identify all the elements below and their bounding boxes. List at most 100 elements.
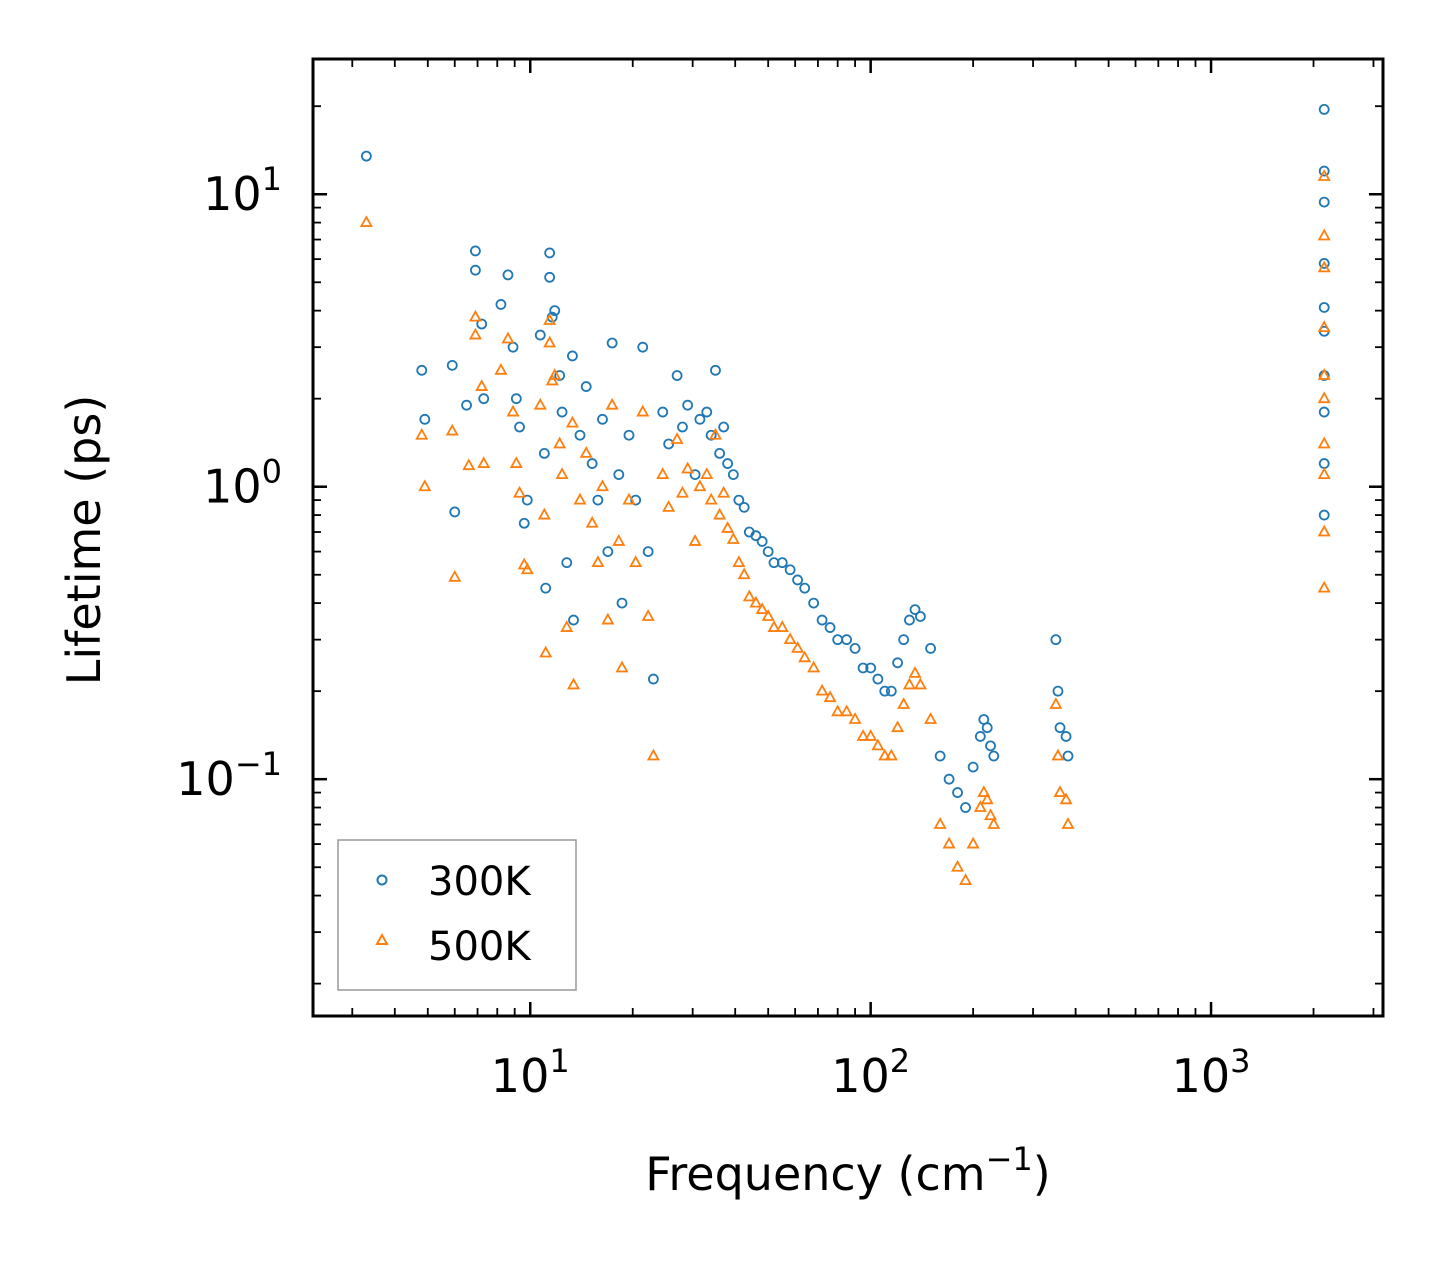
point-500k (1051, 748, 1065, 761)
point-300k (602, 546, 614, 558)
point-500k (742, 589, 756, 602)
point-300k (1318, 458, 1330, 469)
point-500k (622, 492, 636, 505)
point-300k (832, 634, 844, 646)
point-500k (713, 507, 727, 520)
point-300k (718, 421, 730, 433)
point-500k (468, 327, 482, 340)
point-300k (799, 582, 811, 594)
point-500k (468, 309, 482, 322)
point-300k (518, 517, 530, 529)
point-300k (449, 506, 461, 518)
point-300k (1318, 406, 1330, 418)
point-300k (616, 597, 628, 609)
point-500k (477, 456, 491, 468)
point-300k (360, 150, 372, 162)
legend-marker-300k (376, 874, 388, 886)
point-500k (726, 532, 740, 544)
legend-marker-500k (375, 932, 389, 945)
point-300k (689, 469, 701, 481)
point-500k (767, 620, 781, 632)
point-300k (502, 269, 514, 281)
point-300k (1060, 731, 1072, 742)
point-500k (513, 485, 527, 498)
point-500k (548, 368, 562, 380)
point-500k (1317, 169, 1331, 181)
point-500k (418, 479, 432, 492)
point-300k (677, 421, 688, 433)
x-tick-label: 102 (831, 1042, 910, 1103)
point-500k (1049, 697, 1063, 709)
point-500k (539, 645, 553, 658)
point-300k (1062, 750, 1074, 762)
point-300k (1050, 634, 1062, 646)
point-300k (898, 634, 910, 646)
point-500k (708, 427, 722, 440)
point-300k (623, 429, 635, 441)
point-500k (783, 632, 797, 645)
point-500k (641, 609, 655, 621)
y-tick-label: 101 (203, 160, 282, 221)
point-500k (973, 800, 987, 812)
series-500k (359, 169, 1331, 886)
point-500k (359, 215, 373, 227)
point-300k (1318, 196, 1330, 208)
x-tick-label: 103 (1172, 1042, 1251, 1103)
point-300k (470, 264, 481, 276)
point-300k (416, 364, 428, 376)
point-500k (670, 432, 684, 444)
y-tick-label: 100 (203, 453, 282, 514)
point-300k (750, 530, 762, 542)
point-300k (554, 370, 566, 381)
x-tick-label: 101 (491, 1042, 570, 1103)
point-500k (749, 595, 763, 608)
point-300k (597, 413, 608, 425)
point-300k (857, 662, 869, 674)
y-tick-label: 10−1 (176, 745, 282, 806)
point-300k (738, 501, 750, 513)
point-300k (914, 611, 926, 622)
point-300k (784, 564, 796, 576)
point-500k (509, 456, 523, 468)
point-500k (815, 683, 829, 696)
y-axis-title: Lifetime (ps) (57, 395, 111, 686)
point-500k (688, 534, 702, 546)
point-300k (540, 582, 552, 594)
point-300k (561, 557, 573, 569)
point-300k (1318, 165, 1330, 177)
point-500k (977, 785, 991, 797)
point-300k (849, 643, 861, 654)
point-500k (856, 729, 870, 741)
point-500k (543, 335, 557, 348)
point-300k (841, 634, 853, 646)
point-500k (656, 467, 670, 480)
point-500k (980, 792, 994, 805)
point-500k (1059, 792, 1073, 805)
point-500k (675, 485, 690, 498)
point-300k (514, 421, 525, 433)
point-500k (506, 404, 520, 417)
point-300k (495, 299, 507, 310)
point-500k (913, 677, 927, 690)
plot-frame (311, 57, 1385, 1018)
point-300k (974, 731, 986, 742)
point-500k (871, 738, 885, 751)
point-300k (446, 359, 458, 371)
point-500k (1317, 467, 1331, 480)
point-300k (824, 622, 836, 633)
point-300k (556, 406, 568, 418)
x-axis-title: Frequency (cm−1) (645, 1140, 1050, 1201)
point-300k (507, 341, 519, 353)
point-300k (574, 429, 586, 441)
point-500k (987, 817, 1001, 829)
point-300k (671, 370, 683, 381)
point-300k (1318, 302, 1330, 313)
point-300k (981, 722, 993, 734)
point-300k (985, 740, 996, 752)
legend-box (337, 839, 577, 991)
point-500k (984, 808, 998, 821)
point-500k (721, 521, 735, 533)
point-500k (798, 650, 812, 663)
point-300k (1318, 104, 1330, 115)
point-500k (501, 331, 515, 344)
